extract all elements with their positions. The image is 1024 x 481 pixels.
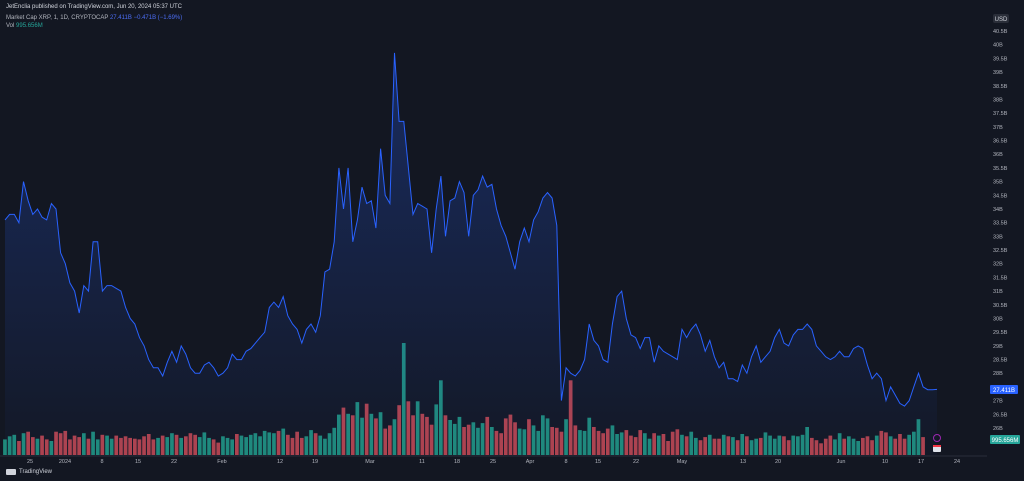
last-volume-label: 995.656M bbox=[992, 438, 1019, 444]
y-tick-label: 29.5B bbox=[993, 330, 1008, 336]
x-tick-label: Feb bbox=[217, 459, 226, 465]
y-tick-label: 39.5B bbox=[993, 56, 1008, 62]
x-tick-label: 12 bbox=[277, 459, 283, 465]
y-tick-label: 33.5B bbox=[993, 221, 1008, 227]
currency-badge[interactable] bbox=[993, 14, 1009, 23]
volume-bar bbox=[3, 439, 7, 455]
event-markers[interactable] bbox=[933, 434, 941, 453]
y-tick-label: 34B bbox=[993, 207, 1003, 213]
x-axis-ticks: 25 2024 8 15 22 Feb 12 19 Mar 11 18 25 Apr 8 15 22 May 13… bbox=[27, 459, 960, 465]
x-tick-label: 17 bbox=[918, 459, 924, 465]
last-price-badge: 27.411B bbox=[990, 385, 1018, 394]
y-tick-label: 38B bbox=[993, 97, 1003, 103]
x-tick-label: May bbox=[677, 459, 688, 465]
y-tick-label: 27B bbox=[993, 399, 1003, 405]
x-tick-label: 8 bbox=[100, 459, 103, 465]
tradingview-logo-icon bbox=[6, 469, 16, 475]
last-price-label: 27.411B bbox=[993, 388, 1015, 394]
x-tick-label: 8 bbox=[564, 459, 567, 465]
legend-change: −0.471B (−1.69%) bbox=[133, 15, 183, 21]
x-tick-label: 10 bbox=[882, 459, 888, 465]
y-tick-label: 37.5B bbox=[993, 111, 1008, 117]
x-tick-label: 15 bbox=[595, 459, 601, 465]
x-tick-label: 25 bbox=[27, 459, 33, 465]
legend-interval: 1D, CRYPTOCAP bbox=[60, 15, 109, 21]
y-tick-label: 30B bbox=[993, 317, 1003, 323]
y-tick-label: 31B bbox=[993, 289, 1003, 295]
x-tick-label: Jun bbox=[837, 459, 846, 465]
event-marker-icon[interactable] bbox=[933, 434, 941, 442]
y-tick-label: 32B bbox=[993, 262, 1003, 268]
legend-volume[interactable]: Vol 995.656M bbox=[6, 23, 43, 29]
y-tick-label: 35B bbox=[993, 180, 1003, 186]
x-tick-label: 22 bbox=[171, 459, 177, 465]
x-tick-label: Apr bbox=[526, 459, 535, 465]
price-area-fill bbox=[5, 52, 937, 457]
x-tick-label: 2024 bbox=[59, 459, 71, 465]
x-tick-label: Mar bbox=[365, 459, 375, 465]
y-tick-label: 39B bbox=[993, 70, 1003, 76]
y-tick-label: 36.5B bbox=[993, 139, 1008, 145]
x-tick-label: 19 bbox=[312, 459, 318, 465]
price-line[interactable] bbox=[4, 52, 938, 407]
tradingview-logo[interactable]: TradingView bbox=[6, 469, 52, 475]
legend-title: Market Cap XRP, 1 bbox=[6, 15, 57, 21]
brand-label: TradingView bbox=[19, 469, 53, 475]
y-tick-label: 33B bbox=[993, 234, 1003, 240]
last-volume-badge: 995.656M bbox=[990, 435, 1020, 444]
y-tick-label: 28B bbox=[993, 371, 1003, 377]
y-tick-label: 40.5B bbox=[993, 29, 1008, 35]
calendar-icon-top bbox=[933, 445, 941, 447]
x-tick-label: 11 bbox=[419, 459, 425, 465]
vol-value: 995.656M bbox=[16, 23, 43, 29]
x-tick-label: 22 bbox=[633, 459, 639, 465]
vol-label: Vol bbox=[6, 23, 15, 29]
y-axis-ticks: 40.5B 40B 39.5B 39B 38.5B 38B 37.5B 37B 36.5B 36B… bbox=[993, 29, 1008, 432]
x-tick-label: 13 bbox=[740, 459, 746, 465]
y-tick-label: 32.5B bbox=[993, 248, 1008, 254]
x-tick-label: 20 bbox=[775, 459, 781, 465]
y-tick-label: 28.5B bbox=[993, 358, 1008, 364]
legend-main[interactable]: Market Cap XRP, 1, 1D, CRYPTOCAP 27.411B… bbox=[6, 15, 183, 21]
y-tick-label: 26.5B bbox=[993, 412, 1008, 418]
x-tick-label: 24 bbox=[954, 459, 960, 465]
y-tick-label: 30.5B bbox=[993, 303, 1008, 309]
publisher-line: JetEnclia published on TradingView.com, … bbox=[6, 4, 182, 10]
y-tick-label: 37B bbox=[993, 125, 1003, 131]
y-tick-label: 40B bbox=[993, 43, 1003, 49]
y-tick-label: 38.5B bbox=[993, 84, 1008, 90]
y-tick-label: 35.5B bbox=[993, 166, 1008, 172]
legend-value: 27.411B bbox=[109, 15, 132, 21]
x-tick-label: 25 bbox=[490, 459, 496, 465]
currency-label: USD bbox=[995, 17, 1008, 23]
y-tick-label: 31.5B bbox=[993, 275, 1008, 281]
x-tick-label: 15 bbox=[135, 459, 141, 465]
y-tick-label: 26B bbox=[993, 426, 1003, 432]
y-tick-label: 34.5B bbox=[993, 193, 1008, 199]
y-tick-label: 29B bbox=[993, 344, 1003, 350]
y-tick-label: 36B bbox=[993, 152, 1003, 158]
x-tick-label: 18 bbox=[454, 459, 460, 465]
